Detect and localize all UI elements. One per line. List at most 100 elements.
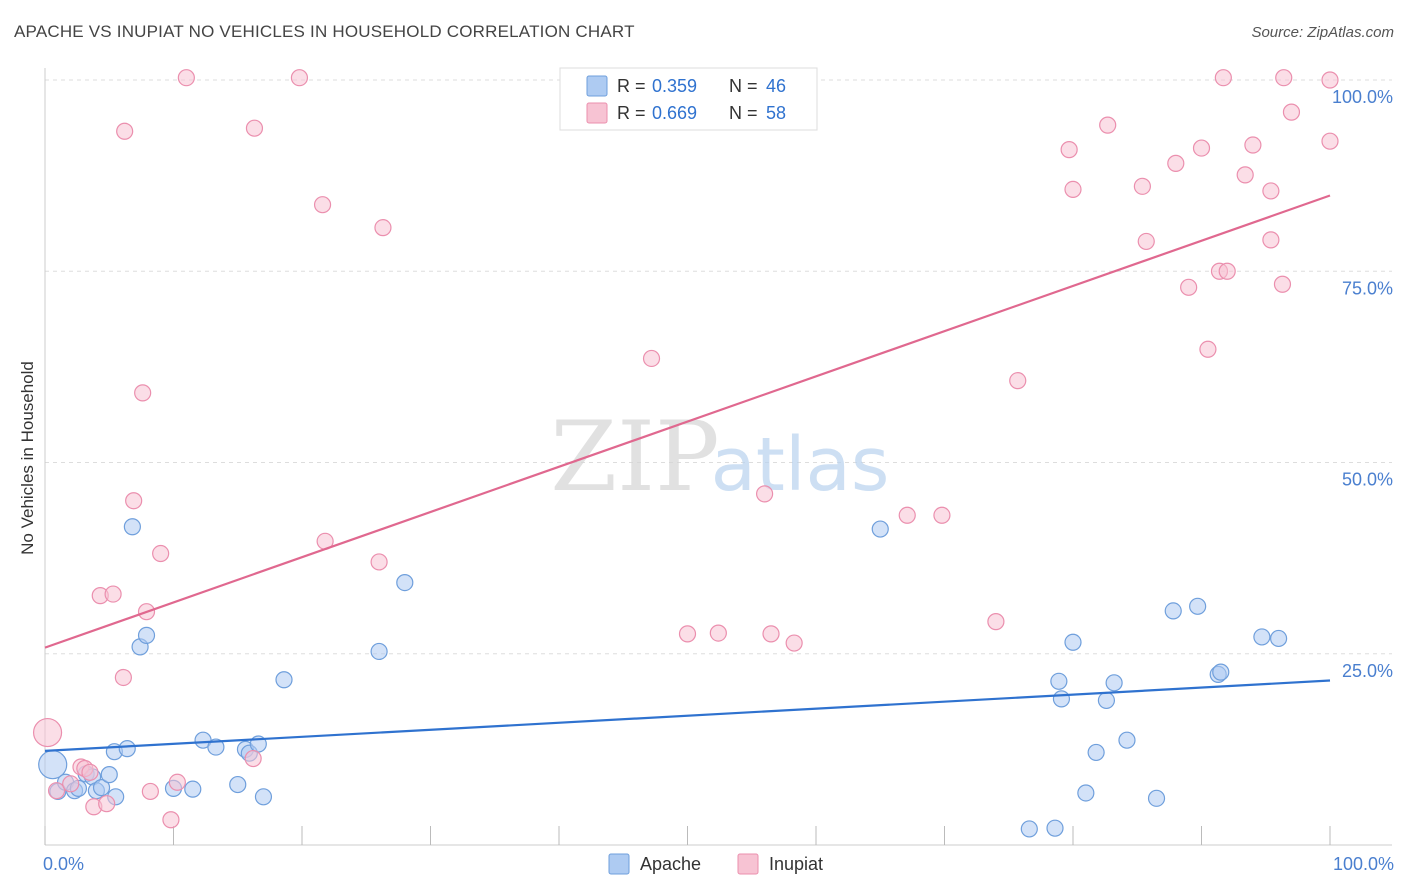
apache-point-20 <box>229 775 247 794</box>
watermark: ZIP atlas <box>550 401 889 513</box>
apache-point-9 <box>100 766 118 784</box>
y-tick-label-50: 50.0% <box>1342 470 1393 490</box>
inupiat-point-29 <box>709 624 727 642</box>
legend-inupiat-swatch <box>586 102 608 124</box>
inupiat-point-51 <box>1262 231 1280 249</box>
inupiat-point-26 <box>374 219 392 237</box>
apache-point-45 <box>1269 629 1288 648</box>
legend-inupiat-n-label: N = <box>729 103 758 123</box>
inupiat-point-35 <box>987 613 1005 631</box>
inupiat-point-48 <box>1218 262 1236 280</box>
inupiat-point-25 <box>370 553 388 571</box>
legend-inupiat-r-label: R = <box>617 103 646 123</box>
inupiat-point-39 <box>1099 116 1117 134</box>
inupiat-point-49 <box>1236 166 1254 184</box>
inupiat-point-34 <box>933 506 951 524</box>
apache-point-43 <box>1212 663 1230 681</box>
axes <box>44 68 1392 846</box>
trend-lines <box>44 194 1331 753</box>
watermark-zip: ZIP <box>550 401 719 513</box>
apache-trend-line <box>44 679 1331 753</box>
apache-point-34 <box>1077 784 1095 802</box>
apache-point-29 <box>1020 820 1038 838</box>
inupiat-point-50 <box>1244 136 1262 154</box>
apache-point-15 <box>137 626 156 644</box>
inupiat-point-17 <box>162 811 180 829</box>
bottom-legend-apache-swatch <box>608 853 630 875</box>
y-tick-label-100: 100.0% <box>1332 87 1393 107</box>
inupiat-point-16 <box>152 544 170 563</box>
y-tick-label-75: 75.0% <box>1342 278 1393 298</box>
apache-point-32 <box>1052 690 1071 708</box>
inupiat-point-45 <box>1199 340 1217 358</box>
inupiat-point-37 <box>1060 141 1078 159</box>
bottom-legend: Apache Inupiat <box>608 853 823 875</box>
inupiat-point-8 <box>98 795 116 813</box>
bottom-legend-inupiat-swatch <box>737 853 759 875</box>
inupiat-point-5 <box>81 763 99 781</box>
apache-point-24 <box>254 788 273 806</box>
inupiat-point-23 <box>313 196 332 214</box>
inupiat-point-38 <box>1064 180 1082 198</box>
legend-inupiat-r-value: 0.669 <box>652 103 697 123</box>
inupiat-point-20 <box>244 749 262 768</box>
apache-point-31 <box>1050 672 1068 690</box>
inupiat-point-55 <box>1282 103 1301 121</box>
inupiat-point-15 <box>141 782 159 801</box>
inupiat-point-57 <box>1321 71 1339 89</box>
inupiat-point-47 <box>1214 69 1232 87</box>
x-tick-label-0: 0.0% <box>43 854 84 874</box>
apache-point-28 <box>871 520 889 538</box>
inupiat-point-56 <box>1321 132 1339 150</box>
apache-point-25 <box>275 671 293 689</box>
apache-point-19 <box>207 738 225 756</box>
inupiat-point-30 <box>755 485 774 503</box>
apache-point-8 <box>92 779 111 797</box>
inupiat-point-33 <box>898 506 916 524</box>
legend-box: R = 0.359 N = 46 R = 0.669 N = 58 <box>559 67 818 131</box>
apache-point-12 <box>118 740 136 758</box>
inupiat-point-40 <box>1133 177 1151 195</box>
apache-point-26 <box>370 642 388 661</box>
x-tick-label-100: 100.0% <box>1333 854 1394 874</box>
apache-point-38 <box>1118 731 1136 749</box>
apache-point-44 <box>1253 628 1271 646</box>
inupiat-point-52 <box>1262 182 1280 200</box>
watermark-atlas: atlas <box>711 422 890 508</box>
inupiat-point-1 <box>47 782 66 800</box>
inupiat-point-44 <box>1192 139 1211 157</box>
inupiat-point-43 <box>1180 278 1198 296</box>
chart-source: Source: ZipAtlas.com <box>1251 24 1394 41</box>
legend-apache-r-value: 0.359 <box>652 76 697 96</box>
apache-point-36 <box>1097 691 1116 710</box>
inupiat-point-53 <box>1273 275 1292 293</box>
inupiat-point-41 <box>1137 232 1155 251</box>
inupiat-point-21 <box>245 119 264 137</box>
apache-point-13 <box>123 518 141 536</box>
apache-point-35 <box>1087 743 1105 762</box>
bottom-legend-apache-label: Apache <box>640 854 701 874</box>
legend-apache-n-label: N = <box>729 76 758 96</box>
tick-labels: 25.0% 50.0% 75.0% 100.0% 0.0% 100.0% <box>43 87 1394 874</box>
inupiat-trend-line <box>44 194 1331 649</box>
legend-apache-r-label: R = <box>617 76 646 96</box>
apache-point-41 <box>1189 597 1207 615</box>
inupiat-point-12 <box>125 492 143 510</box>
apache-point-39 <box>1147 789 1166 807</box>
inupiat-point-27 <box>642 349 661 368</box>
grid <box>45 79 1392 655</box>
legend-apache-swatch <box>586 75 608 97</box>
chart-title: APACHE VS INUPIAT NO VEHICLES IN HOUSEHO… <box>14 22 635 41</box>
y-tick-label-25: 25.0% <box>1342 661 1393 681</box>
apache-point-17 <box>184 780 202 798</box>
apache-point-40 <box>1164 602 1182 620</box>
legend-inupiat-n-value: 58 <box>766 103 786 123</box>
apache-point-33 <box>1064 633 1082 651</box>
inupiat-point-31 <box>762 625 780 643</box>
inupiat-point-19 <box>177 69 195 87</box>
inupiat-point-11 <box>114 668 132 687</box>
inupiat-point-9 <box>104 585 122 603</box>
inupiat-point-36 <box>1009 372 1027 390</box>
inupiat-point-0 <box>32 717 63 748</box>
